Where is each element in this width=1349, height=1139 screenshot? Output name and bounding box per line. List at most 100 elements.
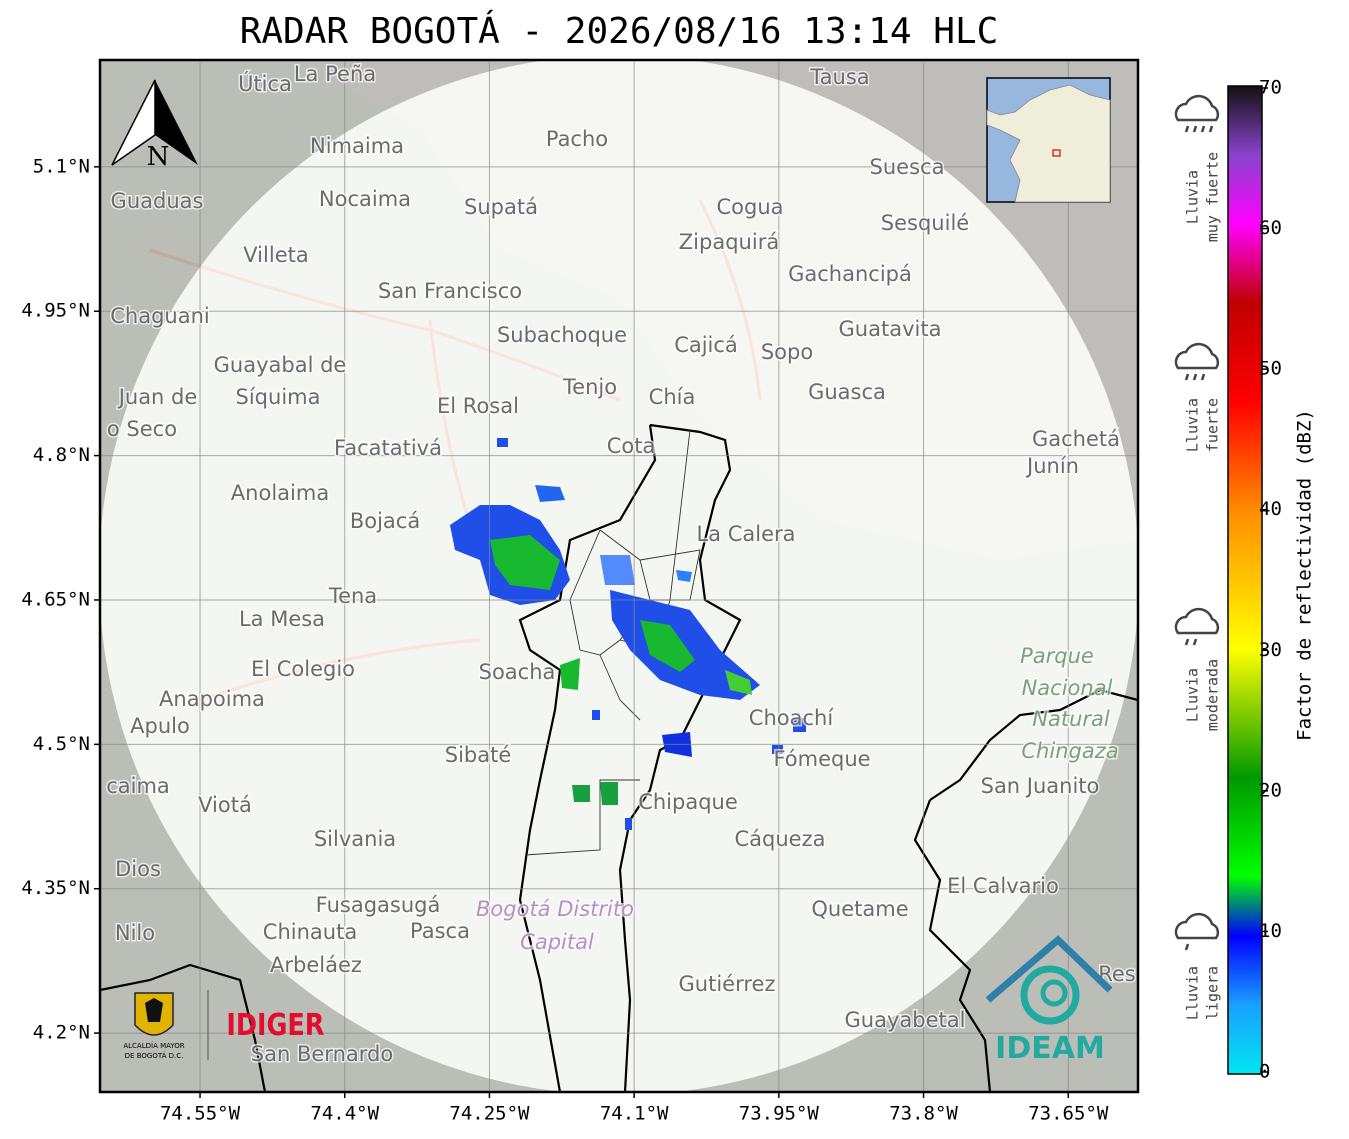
place-label: o Seco [107, 417, 177, 441]
legend-label: moderada [1204, 659, 1222, 731]
colorbar: 0 10 20 30 40 50 60 70 Factor de reflectividad … [1227, 77, 1316, 1083]
ideam-logo: IDEAM [995, 1031, 1105, 1066]
x-tick-label: 74.55°W [160, 1103, 241, 1125]
x-tick-label: 74.25°W [449, 1103, 530, 1125]
x-tick-label: 73.65°W [1028, 1103, 1109, 1125]
map: Útica La Peña Tausa Pacho Nimaima Guaduas Noca… [100, 60, 1138, 1092]
place-label: Cáqueza [735, 827, 826, 851]
colorbar-ramp [1227, 85, 1263, 1075]
place-label: Sibaté [445, 743, 512, 767]
y-tick-label: 5.1°N [33, 155, 90, 177]
place-label: Sopo [761, 340, 813, 364]
place-label: Guatavita [839, 317, 942, 341]
place-label: La Mesa [239, 607, 325, 631]
place-label: Juan de [117, 385, 198, 409]
place-label: Gachancipá [788, 262, 912, 286]
place-label: San Bernardo [251, 1042, 393, 1066]
legend-label: Lluvia [1184, 668, 1202, 722]
colorbar-tick-label: 20 [1259, 779, 1282, 801]
rain-drop [1192, 373, 1198, 381]
grid [100, 60, 1138, 1092]
colorbar-tick-label: 30 [1259, 639, 1282, 661]
colorbar-tick-label: 60 [1259, 217, 1282, 239]
logo-text: ALCALDÍA MAYOR [123, 1041, 184, 1050]
place-label: Anolaima [231, 481, 329, 505]
place-label: Pasca [410, 919, 470, 943]
place-label: Viotá [198, 793, 252, 817]
place-label: Quetame [811, 897, 908, 921]
place-label: Guasca [808, 380, 886, 404]
radar-echoes [450, 438, 806, 830]
place-label: Gachetá [1032, 427, 1120, 451]
place-label: Cogua [716, 195, 783, 219]
place-label: Bojacá [350, 509, 420, 533]
legend-label: ligera [1204, 966, 1222, 1020]
place-label: San Juanito [981, 774, 1100, 798]
place-label: Tenjo [562, 375, 617, 399]
legend-item: Lluvia moderada [1174, 607, 1222, 731]
place-label: Zipaquirá [679, 230, 779, 254]
place-label: Subachoque [497, 323, 627, 347]
logo-bogota: ALCALDÍA MAYOR DE BOGOTÁ D.C. IDIGER [123, 990, 324, 1060]
place-label: Chipaque [638, 790, 738, 814]
inset-map [986, 77, 1111, 203]
y-tick-label: 4.2°N [33, 1022, 90, 1044]
colorbar-label: Factor de reflectividad (dBZ) [1294, 409, 1316, 741]
park-label: Parque [1020, 644, 1094, 668]
colorbar-tick-label: 0 [1259, 1061, 1270, 1083]
place-label: Chía [649, 385, 696, 409]
rain-drop [1200, 125, 1206, 133]
place-label: El Rosal [437, 394, 519, 418]
north-label: N [147, 142, 170, 172]
x-tick-label: 73.8°W [889, 1103, 958, 1125]
colorbar-tick-label: 10 [1259, 920, 1282, 942]
place-label: Sesquilé [881, 211, 969, 235]
place-label: Supatá [464, 195, 538, 219]
place-label: Anapoima [159, 687, 265, 711]
y-tick-label: 4.5°N [33, 733, 90, 755]
capital-label: Capital [520, 930, 594, 954]
place-label: La Calera [696, 522, 795, 546]
place-label: Dios [115, 857, 161, 881]
y-tick-label: 4.65°N [21, 588, 90, 610]
axes: 74.55°W 74.4°W 74.25°W 74.1°W 73.95°W 73.8°W 7… [21, 155, 1108, 1124]
place-label: El Colegio [251, 657, 355, 681]
rain-drop [1192, 638, 1198, 646]
y-tick-label: 4.35°N [21, 877, 90, 899]
place-label: Facatativá [334, 436, 442, 460]
place-labels: Útica La Peña Tausa Pacho Nimaima Guaduas Noca… [105, 61, 1138, 1068]
legend-label: muy fuerte [1204, 152, 1222, 242]
capital-label: Bogotá Distrito [476, 897, 634, 921]
x-tick-label: 74.4°W [310, 1103, 379, 1125]
place-label: Choachí [749, 706, 835, 730]
place-label: Guayabal de [214, 353, 347, 377]
place-label: Pacho [546, 127, 608, 151]
place-label: Nilo [115, 921, 155, 945]
weather-icon [1174, 607, 1220, 635]
legend-label: Lluvia [1184, 170, 1202, 224]
legend-label: Lluvia [1184, 966, 1202, 1020]
logo-ideam: IDEAM [985, 935, 1113, 1066]
weather-icon [1174, 912, 1220, 940]
north-arrow: N [111, 79, 198, 172]
y-tick-label: 4.95°N [21, 300, 90, 322]
logo-text: DE BOGOTÁ D.C. [125, 1051, 184, 1060]
park-label: Nacional [1022, 676, 1113, 700]
legend-label: fuerte [1204, 398, 1222, 452]
legend-label: Lluvia [1184, 398, 1202, 452]
place-label: Junín [1025, 454, 1079, 478]
place-label: El Calvario [947, 874, 1059, 898]
place-label: Cajicá [674, 333, 738, 357]
colorbar-ticks: 0 10 20 30 40 50 60 70 [1259, 77, 1282, 1083]
rain-drop [1184, 125, 1190, 133]
place-label: Guaduas [111, 189, 204, 213]
rain-drop [1184, 638, 1190, 646]
place-label: Nocaima [319, 187, 411, 211]
rain-drop [1184, 943, 1190, 951]
y-tick-label: 4.8°N [33, 444, 90, 466]
legend-item: Lluvia fuerte [1174, 342, 1222, 452]
legend-item: Lluvia ligera [1174, 912, 1222, 1020]
title: RADAR BOGOTÁ - 2026/08/16 13:14 HLC [240, 10, 999, 52]
place-label: San Francisco [378, 279, 522, 303]
